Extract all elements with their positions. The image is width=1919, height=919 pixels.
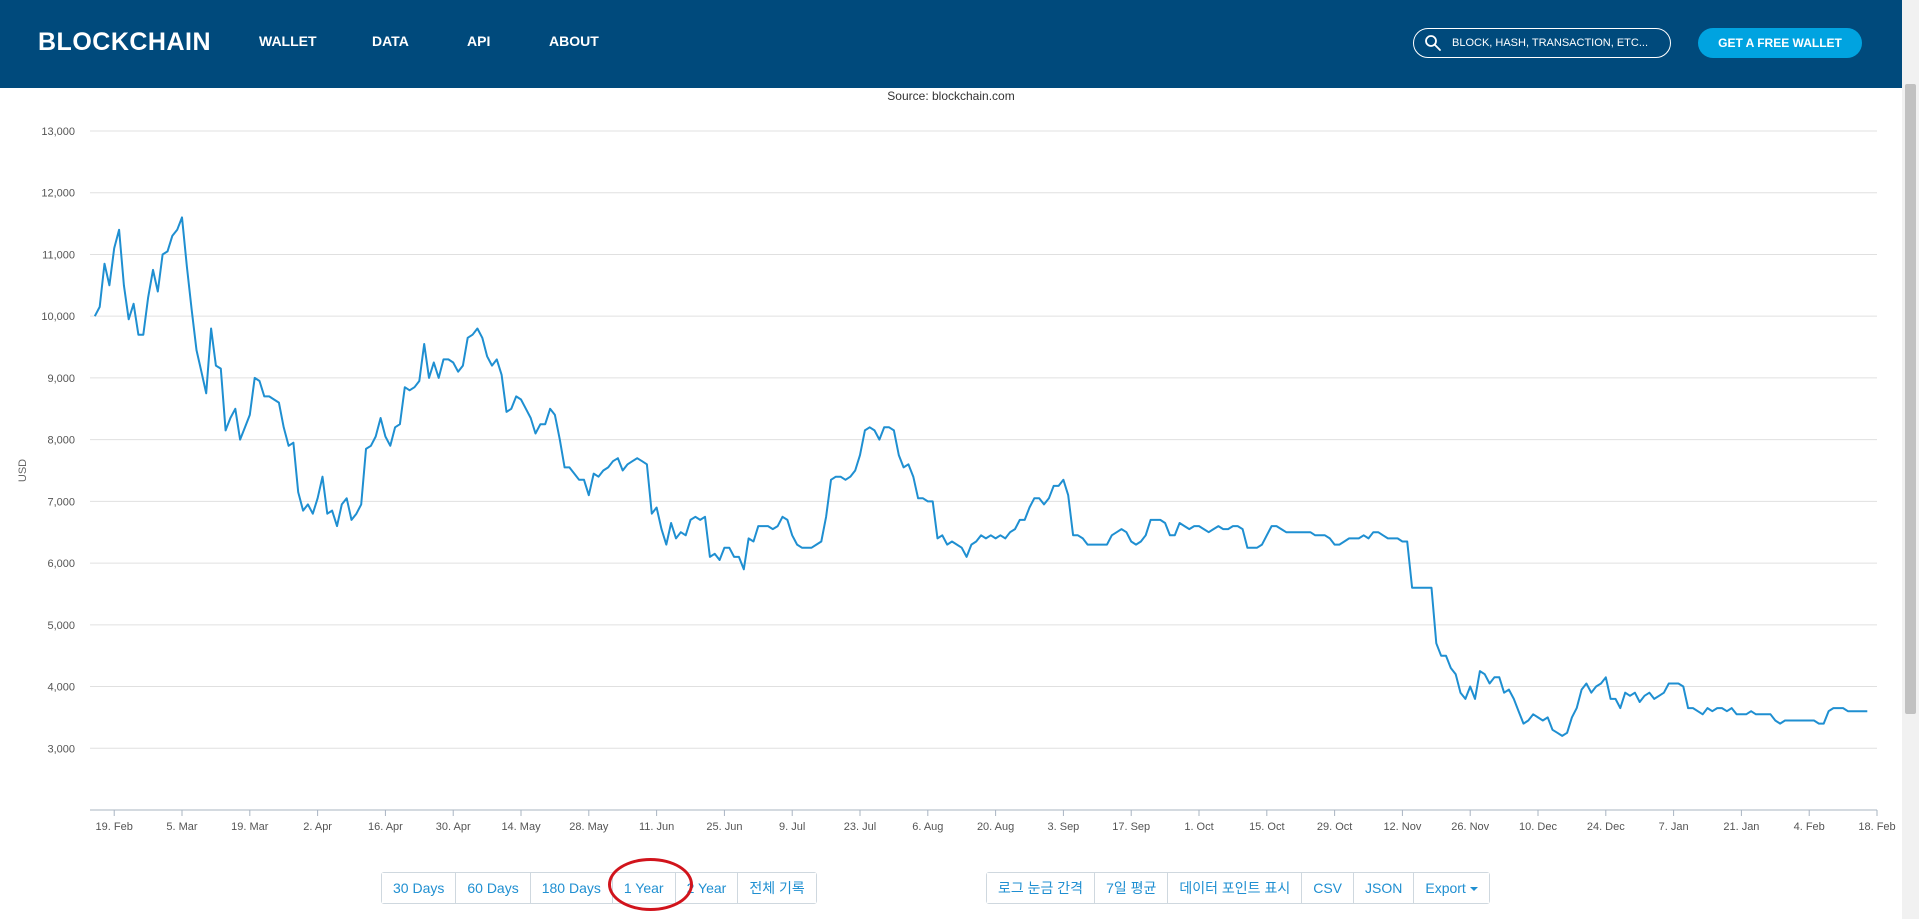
nav-wallet[interactable]: WALLET: [259, 33, 317, 49]
x-tick-label: 11. Jun: [639, 821, 674, 833]
y-tick-label: 12,000: [41, 188, 75, 200]
range-60-days-button[interactable]: 60 Days: [456, 873, 531, 903]
y-axis-ticks: 3,000 4,000 5,000 6,000 7,000 8,000 9,000 10,00…: [41, 126, 75, 755]
y-tick-label: 10,000: [41, 311, 75, 323]
y-axis-title: USD: [17, 459, 29, 482]
x-tick-label: 4. Feb: [1794, 821, 1825, 833]
export-dropdown-button[interactable]: Export: [1414, 873, 1489, 903]
x-tick-label: 9. Jul: [779, 821, 805, 833]
x-tick-label: 28. May: [569, 821, 609, 833]
log-scale-button[interactable]: 로그 눈금 간격: [987, 873, 1096, 903]
search-box[interactable]: [1413, 28, 1671, 58]
top-navigation-bar: BLOCKCHAIN WALLET DATA API ABOUT GET A F…: [0, 0, 1919, 88]
range-1-year-button[interactable]: 1 Year: [612, 873, 676, 903]
chevron-down-icon: [1469, 887, 1478, 892]
page-scrollbar-thumb[interactable]: [1905, 84, 1916, 714]
nav-data[interactable]: DATA: [372, 33, 409, 49]
time-range-buttons: 30 Days 60 Days 180 Days 1 Year 2 Year 전…: [381, 872, 817, 904]
y-tick-label: 11,000: [42, 249, 75, 261]
x-tick-label: 15. Oct: [1249, 821, 1284, 833]
x-tick-label: 19. Mar: [231, 821, 269, 833]
x-tick-label: 1. Oct: [1184, 821, 1213, 833]
y-tick-label: 3,000: [47, 743, 75, 755]
search-input[interactable]: [1450, 36, 1654, 50]
x-tick-label: 20. Aug: [977, 821, 1014, 833]
x-tick-label: 25. Jun: [706, 821, 742, 833]
show-data-points-button[interactable]: 데이터 포인트 표시: [1168, 873, 1303, 903]
y-tick-label: 5,000: [47, 620, 75, 632]
x-tick-label: 6. Aug: [912, 821, 943, 833]
x-tick-label: 10. Dec: [1519, 821, 1557, 833]
x-tick-label: 24. Dec: [1587, 821, 1625, 833]
brand-logo[interactable]: BLOCKCHAIN: [38, 28, 212, 56]
range-180-days-button[interactable]: 180 Days: [530, 873, 613, 903]
x-tick-label: 23. Jul: [844, 821, 876, 833]
get-free-wallet-button[interactable]: GET A FREE WALLET: [1698, 28, 1862, 58]
x-tick-label: 5. Mar: [166, 821, 198, 833]
x-tick-label: 2. Apr: [303, 821, 332, 833]
x-tick-label: 17. Sep: [1112, 821, 1150, 833]
x-tick-label: 12. Nov: [1383, 821, 1421, 833]
range-all-history-button[interactable]: 전체 기록: [738, 873, 816, 903]
price-series-line: [93, 216, 1868, 737]
search-icon: [1425, 35, 1441, 51]
x-axis-ticks: 19. Feb 5. Mar 19. Mar 2. Apr 16. Apr 30. Apr…: [96, 810, 1896, 833]
y-tick-label: 4,000: [47, 682, 75, 694]
csv-button[interactable]: CSV: [1302, 873, 1355, 903]
range-30-days-button[interactable]: 30 Days: [382, 873, 457, 903]
chart-gridlines: [90, 130, 1877, 749]
price-chart: 3,000 4,000 5,000 6,000 7,000 8,000 9,000 10,00…: [17, 126, 1896, 833]
x-tick-label: 7. Jan: [1659, 821, 1689, 833]
chart-source-credit: Source: blockchain.com: [887, 89, 1015, 103]
x-tick-label: 30. Apr: [436, 821, 471, 833]
x-tick-label: 29. Oct: [1317, 821, 1352, 833]
x-tick-label: 26. Nov: [1451, 821, 1489, 833]
y-tick-label: 13,000: [41, 126, 75, 138]
nav-about[interactable]: ABOUT: [549, 33, 599, 49]
chart-option-buttons: 로그 눈금 간격 7일 평균 데이터 포인트 표시 CSV JSON Expor…: [986, 872, 1490, 904]
seven-day-average-button[interactable]: 7일 평균: [1095, 873, 1169, 903]
y-tick-label: 6,000: [47, 558, 75, 570]
y-tick-label: 9,000: [47, 373, 75, 385]
x-tick-label: 14. May: [501, 821, 541, 833]
x-tick-label: 18. Feb: [1858, 821, 1895, 833]
nav-api[interactable]: API: [467, 33, 491, 49]
y-tick-label: 8,000: [47, 435, 75, 447]
x-tick-label: 19. Feb: [96, 821, 133, 833]
x-tick-label: 3. Sep: [1048, 821, 1080, 833]
x-tick-label: 21. Jan: [1723, 821, 1759, 833]
y-tick-label: 7,000: [47, 496, 75, 508]
json-button[interactable]: JSON: [1354, 873, 1415, 903]
range-2-year-button[interactable]: 2 Year: [675, 873, 739, 903]
export-label: Export: [1425, 880, 1466, 896]
x-tick-label: 16. Apr: [368, 821, 403, 833]
